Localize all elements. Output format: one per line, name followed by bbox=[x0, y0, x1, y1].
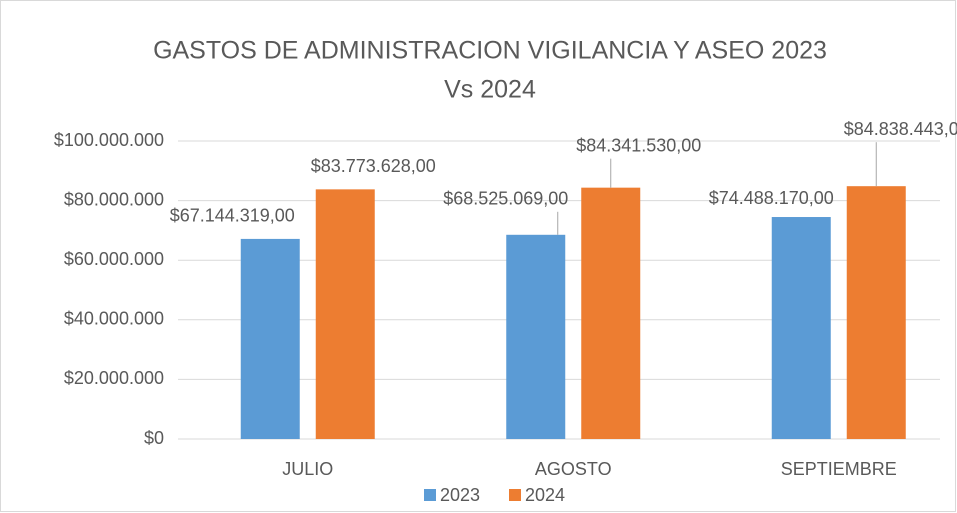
data-label: $84.341.530,00 bbox=[576, 135, 701, 155]
legend-swatch bbox=[424, 489, 436, 501]
bar bbox=[506, 234, 566, 439]
x-tick-label: AGOSTO bbox=[535, 459, 612, 479]
y-tick-label: $40.000.000 bbox=[64, 309, 164, 329]
legend-label: 2024 bbox=[525, 485, 565, 505]
bar bbox=[846, 186, 906, 439]
bar bbox=[240, 238, 300, 439]
y-tick-label: $20.000.000 bbox=[64, 368, 164, 388]
data-label: $68.525.069,00 bbox=[443, 189, 568, 209]
chart-title: GASTOS DE ADMINISTRACION VIGILANCIA Y AS… bbox=[153, 37, 827, 65]
data-label: $67.144.319,00 bbox=[170, 206, 295, 226]
data-label: $83.773.628,00 bbox=[311, 156, 436, 176]
legend-label: 2023 bbox=[440, 485, 480, 505]
legend-swatch bbox=[509, 489, 521, 501]
x-tick-label: SEPTIEMBRE bbox=[781, 459, 897, 479]
y-tick-label: $60.000.000 bbox=[64, 249, 164, 269]
x-tick-label: JULIO bbox=[282, 459, 333, 479]
chart-title: Vs 2024 bbox=[444, 76, 536, 104]
y-tick-label: $0 bbox=[144, 428, 164, 448]
y-tick-label: $100.000.000 bbox=[54, 130, 164, 150]
data-label: $84.838.443,00 bbox=[844, 119, 957, 139]
bar bbox=[315, 189, 375, 439]
bar bbox=[581, 187, 641, 439]
bar bbox=[771, 217, 831, 439]
data-label: $74.488.170,00 bbox=[709, 188, 834, 208]
y-tick-label: $80.000.000 bbox=[64, 189, 164, 209]
